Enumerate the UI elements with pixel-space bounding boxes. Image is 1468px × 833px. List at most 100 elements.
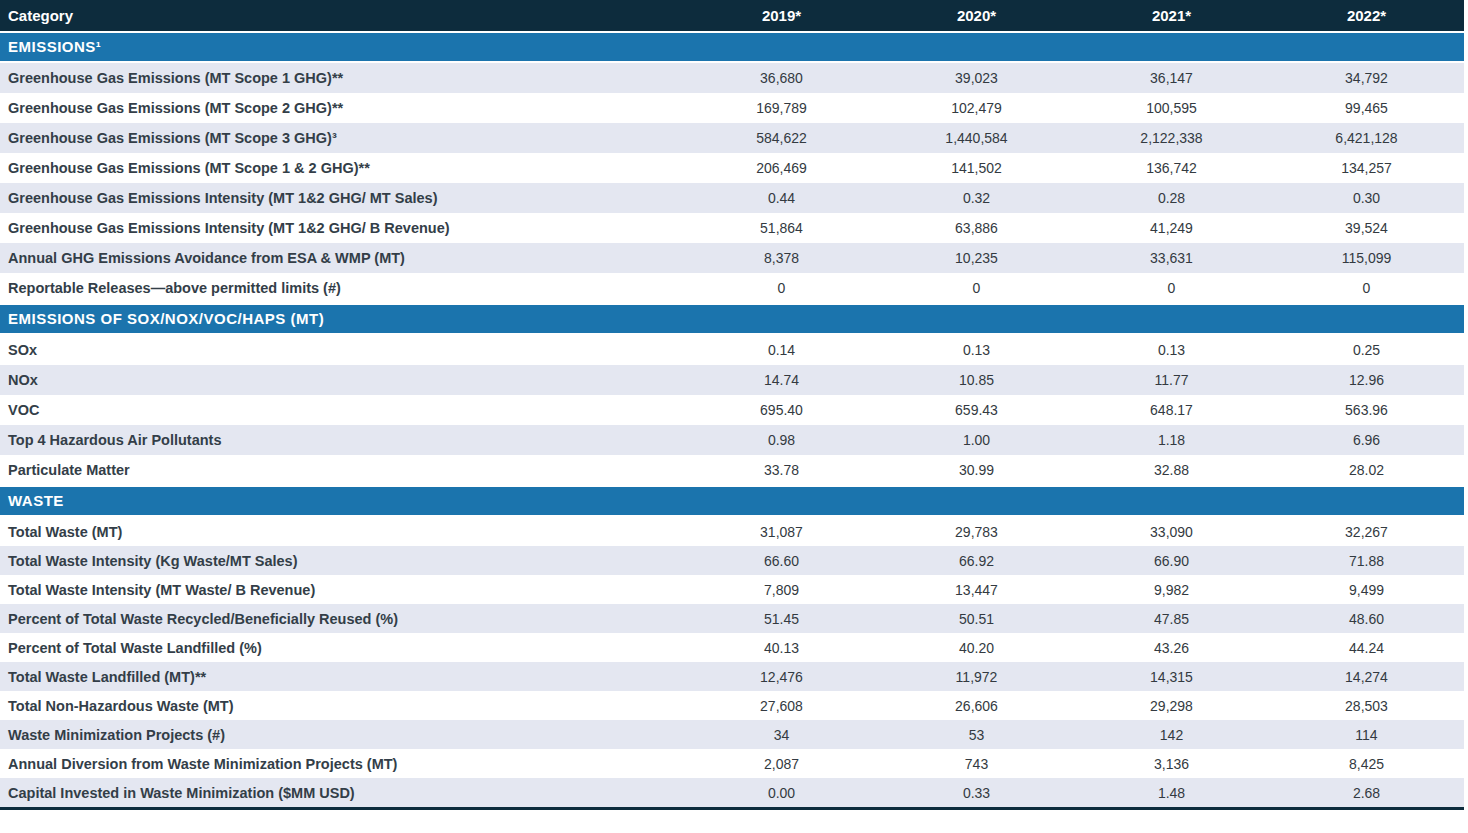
value-cell: 33.78 bbox=[684, 462, 879, 478]
value-cell: 11,972 bbox=[879, 669, 1074, 685]
value-cell: 33,090 bbox=[1074, 524, 1269, 540]
row-label: Total Waste (MT) bbox=[0, 524, 684, 540]
table-row: Total Waste Intensity (MT Waste/ B Reven… bbox=[0, 575, 1464, 604]
value-cell: 66.92 bbox=[879, 553, 1074, 569]
value-cell: 0 bbox=[879, 280, 1074, 296]
value-cell: 695.40 bbox=[684, 402, 879, 418]
year-column-header: 2022* bbox=[1269, 7, 1464, 24]
section-header: WASTE bbox=[0, 485, 1464, 517]
value-cell: 10,235 bbox=[879, 250, 1074, 266]
value-cell: 33,631 bbox=[1074, 250, 1269, 266]
value-cell: 66.90 bbox=[1074, 553, 1269, 569]
value-cell: 206,469 bbox=[684, 160, 879, 176]
value-cell: 0.33 bbox=[879, 785, 1074, 801]
category-column-header: Category bbox=[0, 7, 684, 24]
value-cell: 0.13 bbox=[1074, 342, 1269, 358]
value-cell: 0.98 bbox=[684, 432, 879, 448]
value-cell: 11.77 bbox=[1074, 372, 1269, 388]
table-row: Total Non-Hazardous Waste (MT)27,60826,6… bbox=[0, 691, 1464, 720]
value-cell: 51.45 bbox=[684, 611, 879, 627]
year-column-header: 2021* bbox=[1074, 7, 1269, 24]
value-cell: 36,680 bbox=[684, 70, 879, 86]
value-cell: 141,502 bbox=[879, 160, 1074, 176]
table-row: Total Waste (MT)31,08729,78333,09032,267 bbox=[0, 517, 1464, 546]
value-cell: 7,809 bbox=[684, 582, 879, 598]
esg-report-page: Category 2019*2020*2021*2022* EMISSIONS¹… bbox=[0, 0, 1468, 833]
value-cell: 0.00 bbox=[684, 785, 879, 801]
value-cell: 26,606 bbox=[879, 698, 1074, 714]
value-cell: 8,425 bbox=[1269, 756, 1464, 772]
table-row: Percent of Total Waste Landfilled (%)40.… bbox=[0, 633, 1464, 662]
value-cell: 0 bbox=[1269, 280, 1464, 296]
table-body: EMISSIONS¹ Greenhouse Gas Emissions (MT S… bbox=[0, 31, 1464, 807]
value-cell: 71.88 bbox=[1269, 553, 1464, 569]
value-cell: 169,789 bbox=[684, 100, 879, 116]
table-row: Annual GHG Emissions Avoidance from ESA … bbox=[0, 243, 1464, 273]
row-label: VOC bbox=[0, 402, 684, 418]
value-cell: 0.32 bbox=[879, 190, 1074, 206]
value-cell: 0.44 bbox=[684, 190, 879, 206]
value-cell: 1.18 bbox=[1074, 432, 1269, 448]
value-cell: 114 bbox=[1269, 727, 1464, 743]
row-label: Top 4 Hazardous Air Pollutants bbox=[0, 432, 684, 448]
value-cell: 1,440,584 bbox=[879, 130, 1074, 146]
value-cell: 1.48 bbox=[1074, 785, 1269, 801]
value-cell: 32,267 bbox=[1269, 524, 1464, 540]
table-row: Particulate Matter33.7830.9932.8828.02 bbox=[0, 455, 1464, 485]
table-row: Greenhouse Gas Emissions (MT Scope 2 GHG… bbox=[0, 93, 1464, 123]
value-cell: 48.60 bbox=[1269, 611, 1464, 627]
value-cell: 14,315 bbox=[1074, 669, 1269, 685]
value-cell: 66.60 bbox=[684, 553, 879, 569]
value-cell: 30.99 bbox=[879, 462, 1074, 478]
row-label: Total Waste Landfilled (MT)** bbox=[0, 669, 684, 685]
value-cell: 41,249 bbox=[1074, 220, 1269, 236]
value-cell: 100,595 bbox=[1074, 100, 1269, 116]
value-cell: 10.85 bbox=[879, 372, 1074, 388]
row-label: Total Non-Hazardous Waste (MT) bbox=[0, 698, 684, 714]
value-cell: 99,465 bbox=[1269, 100, 1464, 116]
row-label: Particulate Matter bbox=[0, 462, 684, 478]
row-label: Total Waste Intensity (MT Waste/ B Reven… bbox=[0, 582, 684, 598]
table-row: Total Waste Intensity (Kg Waste/MT Sales… bbox=[0, 546, 1464, 575]
value-cell: 63,886 bbox=[879, 220, 1074, 236]
table-row: Greenhouse Gas Emissions Intensity (MT 1… bbox=[0, 213, 1464, 243]
value-cell: 44.24 bbox=[1269, 640, 1464, 656]
value-cell: 36,147 bbox=[1074, 70, 1269, 86]
value-cell: 6.96 bbox=[1269, 432, 1464, 448]
table-row: Capital Invested in Waste Minimization (… bbox=[0, 778, 1464, 807]
value-cell: 563.96 bbox=[1269, 402, 1464, 418]
row-label: Capital Invested in Waste Minimization (… bbox=[0, 785, 684, 801]
value-cell: 31,087 bbox=[684, 524, 879, 540]
value-cell: 6,421,128 bbox=[1269, 130, 1464, 146]
value-cell: 115,099 bbox=[1269, 250, 1464, 266]
row-label: Greenhouse Gas Emissions (MT Scope 2 GHG… bbox=[0, 100, 684, 116]
table-row: Reportable Releases—above permitted limi… bbox=[0, 273, 1464, 303]
value-cell: 14,274 bbox=[1269, 669, 1464, 685]
table-row: Annual Diversion from Waste Minimization… bbox=[0, 749, 1464, 778]
section-header: EMISSIONS OF SOX/NOX/VOC/HAPS (MT) bbox=[0, 303, 1464, 335]
row-label: Annual Diversion from Waste Minimization… bbox=[0, 756, 684, 772]
value-cell: 13,447 bbox=[879, 582, 1074, 598]
row-label: Waste Minimization Projects (#) bbox=[0, 727, 684, 743]
value-cell: 8,378 bbox=[684, 250, 879, 266]
value-cell: 39,023 bbox=[879, 70, 1074, 86]
row-label: Greenhouse Gas Emissions (MT Scope 1 GHG… bbox=[0, 70, 684, 86]
esg-data-table: Category 2019*2020*2021*2022* EMISSIONS¹… bbox=[0, 0, 1464, 810]
year-column-header: 2019* bbox=[684, 7, 879, 24]
row-label: Greenhouse Gas Emissions Intensity (MT 1… bbox=[0, 190, 684, 206]
value-cell: 136,742 bbox=[1074, 160, 1269, 176]
value-cell: 34 bbox=[684, 727, 879, 743]
value-cell: 2.68 bbox=[1269, 785, 1464, 801]
row-label: Greenhouse Gas Emissions (MT Scope 3 GHG… bbox=[0, 130, 684, 146]
value-cell: 40.13 bbox=[684, 640, 879, 656]
value-cell: 2,087 bbox=[684, 756, 879, 772]
value-cell: 0.25 bbox=[1269, 342, 1464, 358]
value-cell: 12,476 bbox=[684, 669, 879, 685]
value-cell: 29,298 bbox=[1074, 698, 1269, 714]
value-cell: 0 bbox=[1074, 280, 1269, 296]
section-header: EMISSIONS¹ bbox=[0, 31, 1464, 63]
value-cell: 43.26 bbox=[1074, 640, 1269, 656]
row-label: Greenhouse Gas Emissions Intensity (MT 1… bbox=[0, 220, 684, 236]
year-column-header: 2020* bbox=[879, 7, 1074, 24]
row-label: NOx bbox=[0, 372, 684, 388]
